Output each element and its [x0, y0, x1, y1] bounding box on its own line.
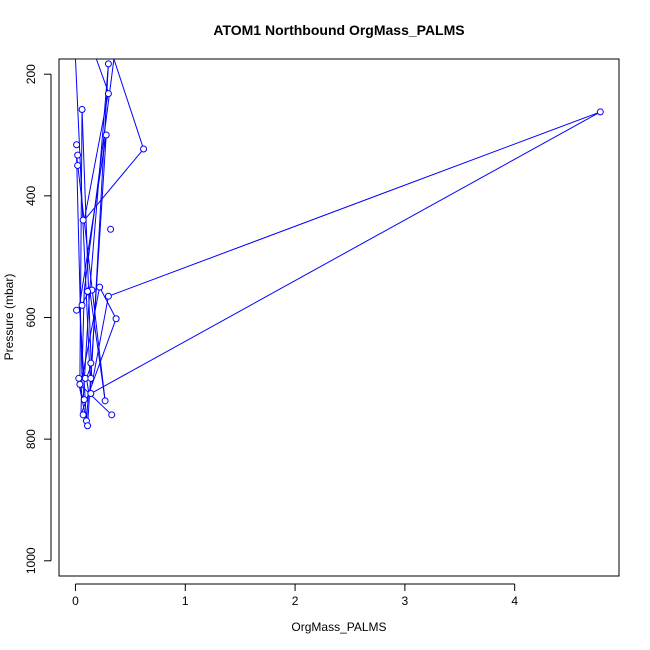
- x-tick-label: 4: [511, 594, 518, 608]
- data-point: [112, 315, 120, 323]
- series-segment: [91, 296, 109, 385]
- y-tick-label: 800: [24, 429, 38, 449]
- series-segment: [76, 155, 83, 379]
- data-point: [104, 60, 112, 68]
- data-point: [84, 287, 92, 295]
- y-tick-label: 200: [24, 64, 38, 84]
- series-segment: [83, 148, 144, 221]
- x-tick-label: 1: [182, 594, 189, 608]
- data-point: [104, 292, 112, 300]
- data-point: [87, 390, 95, 398]
- data-point: [84, 422, 92, 430]
- series-segment: [85, 391, 90, 421]
- data-point: [108, 411, 116, 419]
- data-point: [87, 374, 95, 382]
- data-point: [140, 145, 148, 153]
- data-point: [73, 141, 81, 149]
- data-point: [102, 131, 110, 139]
- series-segment: [79, 384, 113, 416]
- chart-title: ATOM1 Northbound OrgMass_PALMS: [213, 22, 464, 38]
- data-point: [76, 380, 84, 388]
- data-point: [78, 105, 86, 113]
- data-point: [75, 374, 83, 382]
- data-point: [78, 301, 86, 309]
- series-segment: [89, 63, 109, 291]
- data-point: [96, 283, 104, 291]
- series-segment: [90, 111, 601, 394]
- series-layer: [74, 59, 601, 426]
- series-segment: [113, 59, 145, 150]
- data-point: [101, 397, 109, 405]
- series-segment: [74, 59, 92, 394]
- series-segment: [99, 286, 117, 319]
- data-point: [107, 225, 115, 233]
- x-axis-label: OrgMass_PALMS: [291, 620, 386, 634]
- y-axis: 200 400 600 800 1000: [24, 64, 52, 574]
- y-axis-label: Pressure (mbar): [2, 274, 16, 361]
- y-tick-label: 400: [24, 186, 38, 206]
- series-segment: [91, 63, 109, 364]
- x-tick-label: 2: [292, 594, 299, 608]
- series-segment: [89, 290, 106, 401]
- plot-frame: [58, 58, 620, 577]
- data-point: [73, 306, 81, 314]
- data-point: [74, 151, 82, 159]
- data-point: [596, 108, 604, 116]
- x-tick-label: 3: [402, 594, 409, 608]
- series-segment: [108, 111, 601, 297]
- y-tick-label: 1000: [24, 547, 38, 574]
- series-segment: [79, 109, 83, 385]
- x-axis: 0 1 2 3 4: [72, 583, 518, 608]
- data-point: [79, 216, 87, 224]
- series-segment: [78, 134, 107, 311]
- data-point: [74, 161, 82, 169]
- data-point: [79, 411, 87, 419]
- data-point: [87, 359, 95, 367]
- data-point: [80, 396, 88, 404]
- x-tick-label: 0: [72, 594, 79, 608]
- data-point: [104, 90, 112, 98]
- points-layer: [73, 60, 604, 430]
- y-tick-label: 600: [24, 307, 38, 327]
